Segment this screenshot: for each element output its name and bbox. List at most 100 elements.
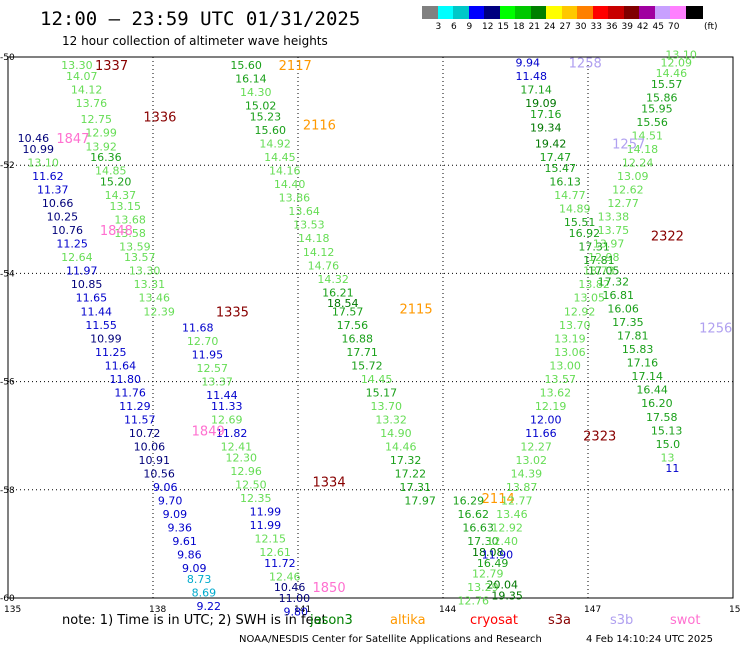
swh-value: 13.30: [129, 265, 161, 278]
swh-value: 10.99: [23, 143, 55, 156]
swh-value: 17.32: [390, 454, 422, 467]
swh-value: 13.62: [540, 386, 572, 399]
pass-number: 1849: [192, 424, 225, 439]
swh-value: 11.99: [250, 519, 282, 532]
lat-tick-label: -58: [0, 486, 15, 496]
swh-value: 17.16: [627, 357, 659, 370]
swh-value: 13.05: [574, 292, 606, 305]
swh-value: 17.97: [404, 495, 436, 508]
swh-value: 10.72: [129, 427, 161, 440]
swh-value: 12.99: [85, 127, 117, 140]
swh-value: 17.22: [395, 468, 427, 481]
legend-label: 27: [559, 22, 571, 32]
swh-value: 14.07: [66, 70, 98, 83]
swh-value: 12.19: [535, 400, 567, 413]
swh-value: 14.89: [559, 202, 591, 215]
swh-value: 13.73: [583, 265, 615, 278]
swh-value: 15.83: [622, 343, 654, 356]
swh-value: 11.76: [114, 386, 146, 399]
swh-value: 11.62: [32, 170, 64, 183]
legend-swatch: [577, 6, 594, 19]
swh-value: 13.37: [201, 376, 233, 389]
lat-tick-label: -52: [0, 161, 15, 171]
swh-value: 16.21: [322, 286, 354, 299]
swh-value: 19.42: [535, 138, 567, 151]
swh-value: 12.92: [564, 305, 596, 318]
legend-swatch: [685, 6, 703, 19]
legend-label: 18: [513, 22, 525, 32]
swh-value: 17.14: [520, 83, 552, 96]
legend-swatch: [515, 6, 532, 19]
legend-swatch: [499, 6, 517, 19]
swh-value: 12.79: [472, 568, 504, 581]
satellite-label-altika: altika: [390, 613, 426, 628]
swh-value: 13.64: [288, 205, 320, 218]
legend-label: 3: [435, 22, 442, 32]
pass-number: 1847: [56, 132, 89, 147]
swh-value: 14.37: [105, 189, 136, 202]
swh-value: 15.86: [646, 92, 678, 105]
pass-number: 2114: [482, 492, 515, 507]
swh-value: 10.06: [134, 441, 166, 454]
swh-value: 17.56: [337, 319, 369, 332]
legend-swatch: [484, 6, 501, 19]
swh-value: 12.46: [269, 570, 301, 583]
swh-value: 11.29: [119, 400, 150, 413]
swh-value: 12.30: [226, 451, 258, 464]
swh-value: 12.35: [240, 492, 272, 505]
swh-value: 16.13: [549, 175, 581, 188]
pass-number: 1257: [612, 138, 645, 153]
pass-number: 1256: [699, 322, 732, 337]
swh-value: 14.18: [627, 143, 659, 156]
swh-value: 14.30: [240, 86, 272, 99]
swh-value: 14.39: [511, 468, 542, 481]
swh-value: 11.82: [216, 427, 248, 440]
swh-value: 13.19: [554, 332, 586, 345]
swh-value: 11.90: [482, 549, 513, 562]
swh-value: 18.08: [472, 546, 504, 559]
lat-tick-label: -50: [0, 53, 15, 63]
legend-swatch: [453, 6, 470, 19]
swh-value: 11.57: [124, 413, 156, 426]
swh-value: 13.86: [279, 192, 311, 205]
swh-value: 15.23: [250, 111, 282, 124]
swh-value: 11.64: [105, 359, 136, 372]
swh-value: 15.51: [564, 216, 596, 229]
swh-value: 16.06: [607, 303, 639, 316]
swh-value: 12.98: [588, 251, 620, 264]
legend-label: 9: [466, 22, 473, 32]
swh-value: 14.90: [380, 427, 412, 440]
swh-value: 13.70: [559, 319, 591, 332]
legend-label: 21: [528, 22, 540, 32]
swh-value: 13.10: [27, 156, 59, 169]
swh-value: 19.35: [491, 589, 523, 602]
satellite-label-s3a: s3a: [548, 613, 572, 628]
swh-value: 17.35: [612, 316, 644, 329]
swh-value: 9.22: [197, 600, 222, 613]
swh-value: 17.05: [588, 265, 620, 278]
swh-value: 11.66: [525, 427, 557, 440]
swh-value: 12.69: [211, 413, 243, 426]
swh-value: 13.00: [549, 359, 581, 372]
swh-value: 19.09: [525, 97, 557, 110]
legend-label: 33: [590, 22, 602, 32]
swh-value: 16.92: [569, 227, 601, 240]
swh-value: 9.86: [177, 549, 202, 562]
swh-value: 11.25: [95, 346, 127, 359]
pass-number: 2323: [583, 430, 616, 445]
swh-value: 11.95: [192, 349, 224, 362]
swh-value: 9.09: [182, 562, 207, 575]
swh-value: 17.81: [617, 330, 649, 343]
swh-value: 14.18: [298, 232, 330, 245]
swh-value: 14.32: [317, 273, 349, 286]
swh-value: 15.72: [351, 359, 383, 372]
swh-value: 16.29: [453, 495, 485, 508]
swh-value: 19.34: [530, 121, 562, 134]
swh-value: 14.16: [269, 165, 301, 178]
swh-value: 13.15: [110, 200, 142, 213]
swh-value: 10.46: [274, 581, 306, 594]
swh-value: 15.60: [255, 124, 287, 137]
map-subtitle: 12 hour collection of altimeter wave hei…: [62, 34, 328, 48]
swh-value: 10.56: [143, 468, 175, 481]
